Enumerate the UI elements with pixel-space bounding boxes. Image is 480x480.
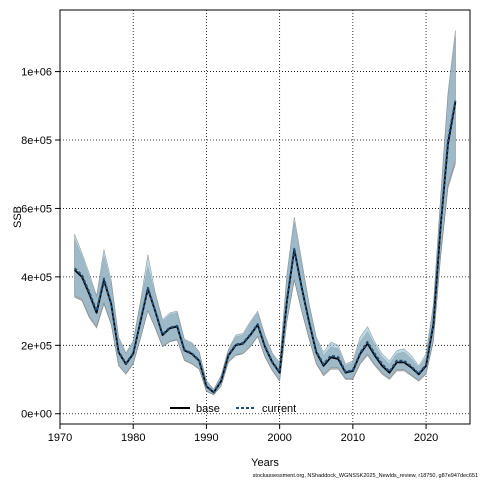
caption: stockassessment.org, NShaddock_WGNSSK202… [253, 473, 478, 479]
y-tick-label: 0e+00 [21, 409, 52, 421]
legend: base current [170, 403, 296, 415]
y-axis-title: SSB [12, 206, 24, 228]
band-current [74, 30, 456, 395]
x-tick-label: 1990 [194, 432, 218, 444]
y-tick-label: 4e+05 [21, 272, 52, 284]
x-tick-label: 2000 [267, 432, 291, 444]
y-axis: 0e+00 2e+05 4e+05 6e+05 8e+05 1e+06 [21, 67, 60, 421]
y-tick-label: 1e+06 [21, 67, 52, 79]
x-tick-label: 2020 [414, 432, 438, 444]
y-tick-label: 6e+05 [21, 203, 52, 215]
y-tick-label: 8e+05 [21, 135, 52, 147]
x-axis: 1970 1980 1990 2000 2010 2020 [48, 424, 438, 444]
y-tick-label: 2e+05 [21, 340, 52, 352]
legend-label-base: base [196, 403, 220, 415]
confidence-bands [74, 30, 456, 396]
x-tick-label: 2010 [341, 432, 365, 444]
series-lines [73, 100, 457, 394]
x-tick-label: 1970 [48, 432, 72, 444]
x-axis-title: Years [251, 457, 279, 469]
plot-frame [59, 9, 471, 425]
legend-label-current: current [262, 403, 296, 415]
x-tick-label: 1980 [121, 432, 145, 444]
line-current [73, 100, 457, 394]
